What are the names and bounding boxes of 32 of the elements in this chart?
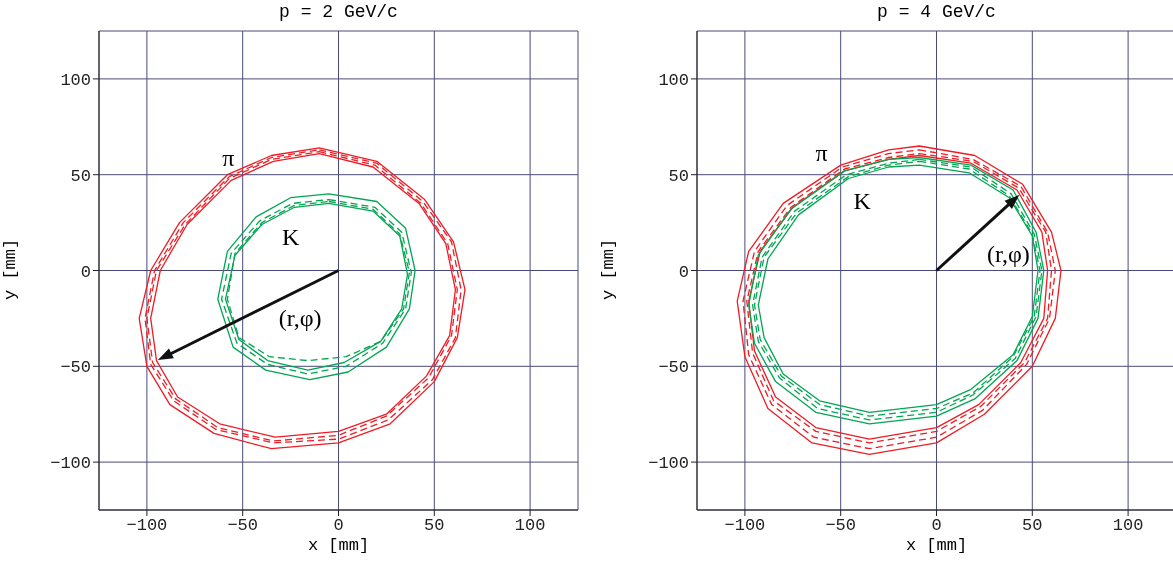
y-tick-label: −100 bbox=[648, 454, 689, 474]
x-tick-label: 50 bbox=[1022, 516, 1043, 536]
x-axis-title: x [mm] bbox=[904, 536, 969, 555]
y-tick-label: 100 bbox=[60, 70, 91, 90]
annotation: (r,φ) bbox=[986, 240, 1030, 268]
chart-title: p = 2 GeV/c bbox=[278, 2, 399, 22]
y-tick-label: 50 bbox=[668, 166, 689, 186]
y-tick-label: 0 bbox=[678, 262, 689, 282]
y-tick-label: −50 bbox=[658, 358, 689, 378]
y-tick-label: 50 bbox=[70, 166, 91, 186]
x-tick-label: −100 bbox=[126, 516, 168, 536]
y-tick-label: −100 bbox=[50, 454, 91, 474]
x-tick-label: 50 bbox=[424, 516, 445, 536]
annotation: π bbox=[222, 144, 235, 172]
annotation: K bbox=[281, 223, 300, 251]
chart-title: p = 4 GeV/c bbox=[876, 2, 997, 22]
y-axis-title: y [mm] bbox=[598, 237, 618, 302]
y-axis-title: y [mm] bbox=[0, 237, 20, 302]
annotation: (r,φ) bbox=[278, 304, 322, 332]
y-tick-label: 100 bbox=[658, 70, 689, 90]
x-tick-label: 100 bbox=[514, 516, 546, 536]
x-tick-label: 0 bbox=[333, 516, 344, 536]
x-tick-label: −50 bbox=[227, 516, 258, 536]
x-tick-label: −100 bbox=[724, 516, 766, 536]
x-axis-title: x [mm] bbox=[306, 536, 371, 555]
annotation: K bbox=[853, 187, 871, 215]
y-tick-label: −50 bbox=[60, 358, 91, 378]
y-tick-label: 0 bbox=[80, 262, 91, 282]
x-tick-label: 0 bbox=[931, 516, 942, 536]
x-tick-label: 100 bbox=[1112, 516, 1144, 536]
x-tick-label: −50 bbox=[825, 516, 856, 536]
annotation: π bbox=[815, 139, 828, 167]
